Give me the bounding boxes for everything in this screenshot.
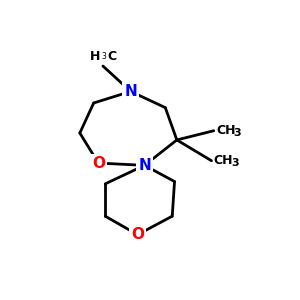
Text: $_3$: $_3$ (100, 50, 107, 63)
Text: CH: CH (216, 124, 236, 137)
Text: 3: 3 (233, 128, 241, 138)
Text: 3: 3 (231, 158, 239, 168)
Text: CH: CH (214, 154, 233, 167)
Text: N: N (124, 84, 137, 99)
Text: O: O (92, 155, 105, 170)
Text: C: C (108, 50, 117, 63)
Text: O: O (131, 227, 144, 242)
Text: H: H (90, 50, 100, 63)
Text: N: N (138, 158, 151, 173)
